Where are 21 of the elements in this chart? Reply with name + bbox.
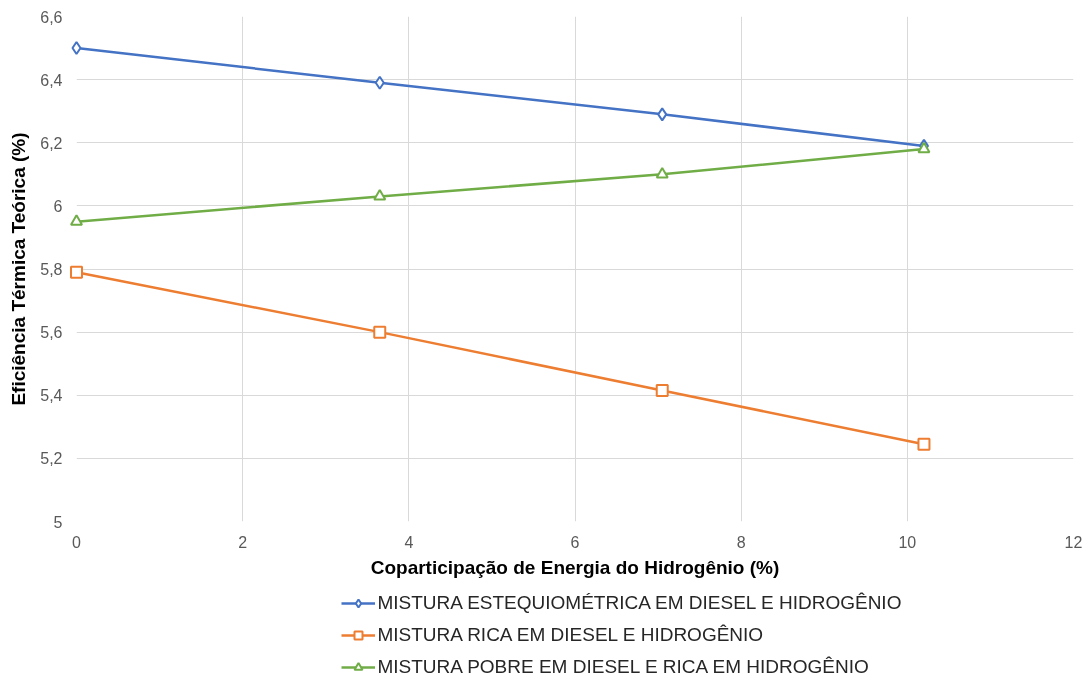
x-axis-title: Coparticipação de Energia do Hidrogênio (%) [370, 556, 780, 578]
x-tick-label: 8 [736, 533, 746, 551]
x-tick-label: 4 [404, 533, 414, 551]
x-tick-label: 10 [898, 533, 917, 551]
y-tick-label: 5,4 [40, 387, 63, 405]
y-tick-label: 5,2 [40, 450, 63, 468]
y-tick-label: 6 [53, 197, 63, 215]
y-axis-title: Eficiência Térmica Teórica (%) [8, 132, 30, 406]
y-tick-label: 5,8 [40, 261, 63, 278]
y-tick-label: 6,4 [40, 71, 63, 89]
y-tick-label: 6,2 [40, 134, 63, 152]
y-tick-label: 5 [53, 513, 63, 531]
y-tick-label: 5,6 [40, 324, 63, 342]
x-tick-label: 12 [1064, 533, 1083, 551]
legend-label: MISTURA RICA EM DIESEL E HIDROGÊNIO [377, 624, 764, 646]
x-tick-label: 0 [72, 533, 82, 551]
y-tick-label: 6,6 [40, 8, 63, 26]
x-tick-label: 2 [238, 533, 248, 551]
x-tick-label: 6 [570, 533, 580, 551]
legend-label: MISTURA ESTEQUIOMÉTRICA EM DIESEL E HIDROGÊNIO [377, 592, 902, 614]
legend-label: MISTURA POBRE EM DIESEL E RICA EM HIDROGÊNIO [377, 656, 869, 678]
